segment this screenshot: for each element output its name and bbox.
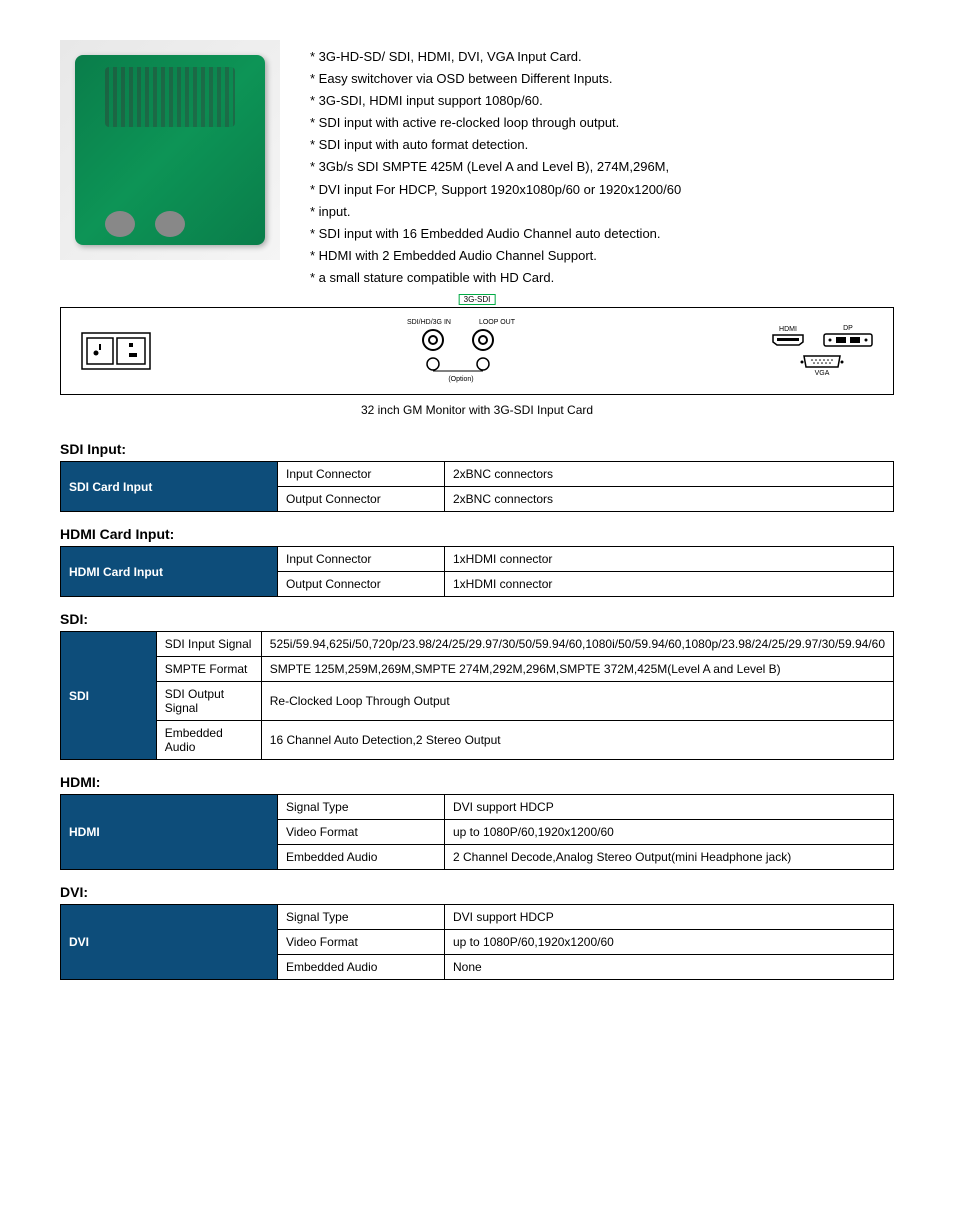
table-row: SDI Output SignalRe-Clocked Loop Through… [61,682,894,721]
table-row: SDISDI Input Signal525i/59.94,625i/50,72… [61,632,894,657]
hdmi-label: HDMI [779,326,797,333]
spec-key-cell: Signal Type [278,795,445,820]
feature-item: SDI input with active re-clocked loop th… [310,112,894,134]
sdi-out-label: LOOP OUT [479,319,515,326]
feature-item: 3G-HD-SD/ SDI, HDMI, DVI, VGA Input Card… [310,46,894,68]
feature-item: SDI input with 16 Embedded Audio Channel… [310,223,894,245]
spec-key-cell: Input Connector [278,462,445,487]
spec-category-cell: SDI [61,632,157,760]
spec-key-cell: Embedded Audio [278,955,445,980]
spec-value-cell: DVI support HDCP [445,905,894,930]
feature-item: 3G-SDI, HDMI input support 1080p/60. [310,90,894,112]
dp-label: DP [843,325,853,332]
spec-key-cell: Embedded Audio [156,721,261,760]
spec-table: HDMISignal TypeDVI support HDCPVideo For… [60,794,894,870]
spec-value-cell: None [445,955,894,980]
spec-category-cell: SDI Card Input [61,462,278,512]
feature-item: SDI input with auto format detection. [310,134,894,156]
power-socket-icon [81,327,151,375]
spec-table: SDI Card InputInput Connector2xBNC conne… [60,461,894,512]
feature-item: a small stature compatible with HD Card. [310,267,894,289]
spec-section-title: SDI: [60,611,894,627]
bnc-icons [411,328,511,374]
spec-key-cell: Output Connector [278,572,445,597]
pcb-board-graphic [75,55,265,245]
spec-value-cell: DVI support HDCP [445,795,894,820]
sdi-note: (Option) [448,376,473,383]
table-row: SDI Card InputInput Connector2xBNC conne… [61,462,894,487]
diagram-caption: 32 inch GM Monitor with 3G-SDI Input Car… [60,403,894,417]
spec-category-cell: HDMI Card Input [61,547,278,597]
spec-key-cell: SDI Input Signal [156,632,261,657]
spec-key-cell: Output Connector [278,487,445,512]
table-row: HDMISignal TypeDVI support HDCP [61,795,894,820]
spec-table: SDISDI Input Signal525i/59.94,625i/50,72… [60,631,894,760]
spec-key-cell: Input Connector [278,547,445,572]
top-row: 3G-HD-SD/ SDI, HDMI, DVI, VGA Input Card… [60,40,894,289]
spec-key-cell: SDI Output Signal [156,682,261,721]
spec-table: HDMI Card InputInput Connector1xHDMI con… [60,546,894,597]
sdi-in-label: SDI/HD/3G IN [407,319,451,326]
spec-category-cell: HDMI [61,795,278,870]
diagram-callout-top: 3G-SDI [459,294,496,305]
spec-key-cell: SMPTE Format [156,657,261,682]
hdmi-icon [771,333,805,347]
spec-key-cell: Embedded Audio [278,845,445,870]
spec-value-cell: up to 1080P/60,1920x1200/60 [445,930,894,955]
spec-value-cell: 525i/59.94,625i/50,720p/23.98/24/25/29.9… [261,632,893,657]
rear-panel-diagram: 3G-SDI SDI/HD/3G IN LOOP OUT (Option) [60,307,894,395]
feature-item: input. [310,201,894,223]
spec-tables-container: SDI Input:SDI Card InputInput Connector2… [60,441,894,980]
pcb-photo [60,40,280,260]
vga-label: VGA [815,370,830,377]
spec-section-title: DVI: [60,884,894,900]
displayport-icon [823,332,873,348]
spec-key-cell: Video Format [278,930,445,955]
spec-key-cell: Video Format [278,820,445,845]
feature-item: Easy switchover via OSD between Differen… [310,68,894,90]
spec-value-cell: up to 1080P/60,1920x1200/60 [445,820,894,845]
spec-value-cell: 16 Channel Auto Detection,2 Stereo Outpu… [261,721,893,760]
spec-section-title: HDMI: [60,774,894,790]
spec-category-cell: DVI [61,905,278,980]
spec-value-cell: SMPTE 125M,259M,269M,SMPTE 274M,292M,296… [261,657,893,682]
sdi-connector-group: SDI/HD/3G IN LOOP OUT (Option) [407,319,515,383]
table-row: SMPTE FormatSMPTE 125M,259M,269M,SMPTE 2… [61,657,894,682]
digital-connector-group: HDMI DP [771,325,873,377]
spec-value-cell: 2xBNC connectors [445,487,894,512]
feature-item: DVI input For HDCP, Support 1920x1080p/6… [310,179,894,201]
feature-list: 3G-HD-SD/ SDI, HDMI, DVI, VGA Input Card… [310,40,894,289]
spec-table: DVISignal TypeDVI support HDCPVideo Form… [60,904,894,980]
spec-value-cell: Re-Clocked Loop Through Output [261,682,893,721]
vga-icon [800,354,844,370]
table-row: HDMI Card InputInput Connector1xHDMI con… [61,547,894,572]
spec-key-cell: Signal Type [278,905,445,930]
spec-value-cell: 2xBNC connectors [445,462,894,487]
table-row: DVISignal TypeDVI support HDCP [61,905,894,930]
feature-item: 3Gb/s SDI SMPTE 425M (Level A and Level … [310,156,894,178]
table-row: Embedded Audio16 Channel Auto Detection,… [61,721,894,760]
spec-section-title: SDI Input: [60,441,894,457]
spec-value-cell: 2 Channel Decode,Analog Stereo Output(mi… [445,845,894,870]
spec-value-cell: 1xHDMI connector [445,547,894,572]
spec-section-title: HDMI Card Input: [60,526,894,542]
spec-value-cell: 1xHDMI connector [445,572,894,597]
feature-item: HDMI with 2 Embedded Audio Channel Suppo… [310,245,894,267]
